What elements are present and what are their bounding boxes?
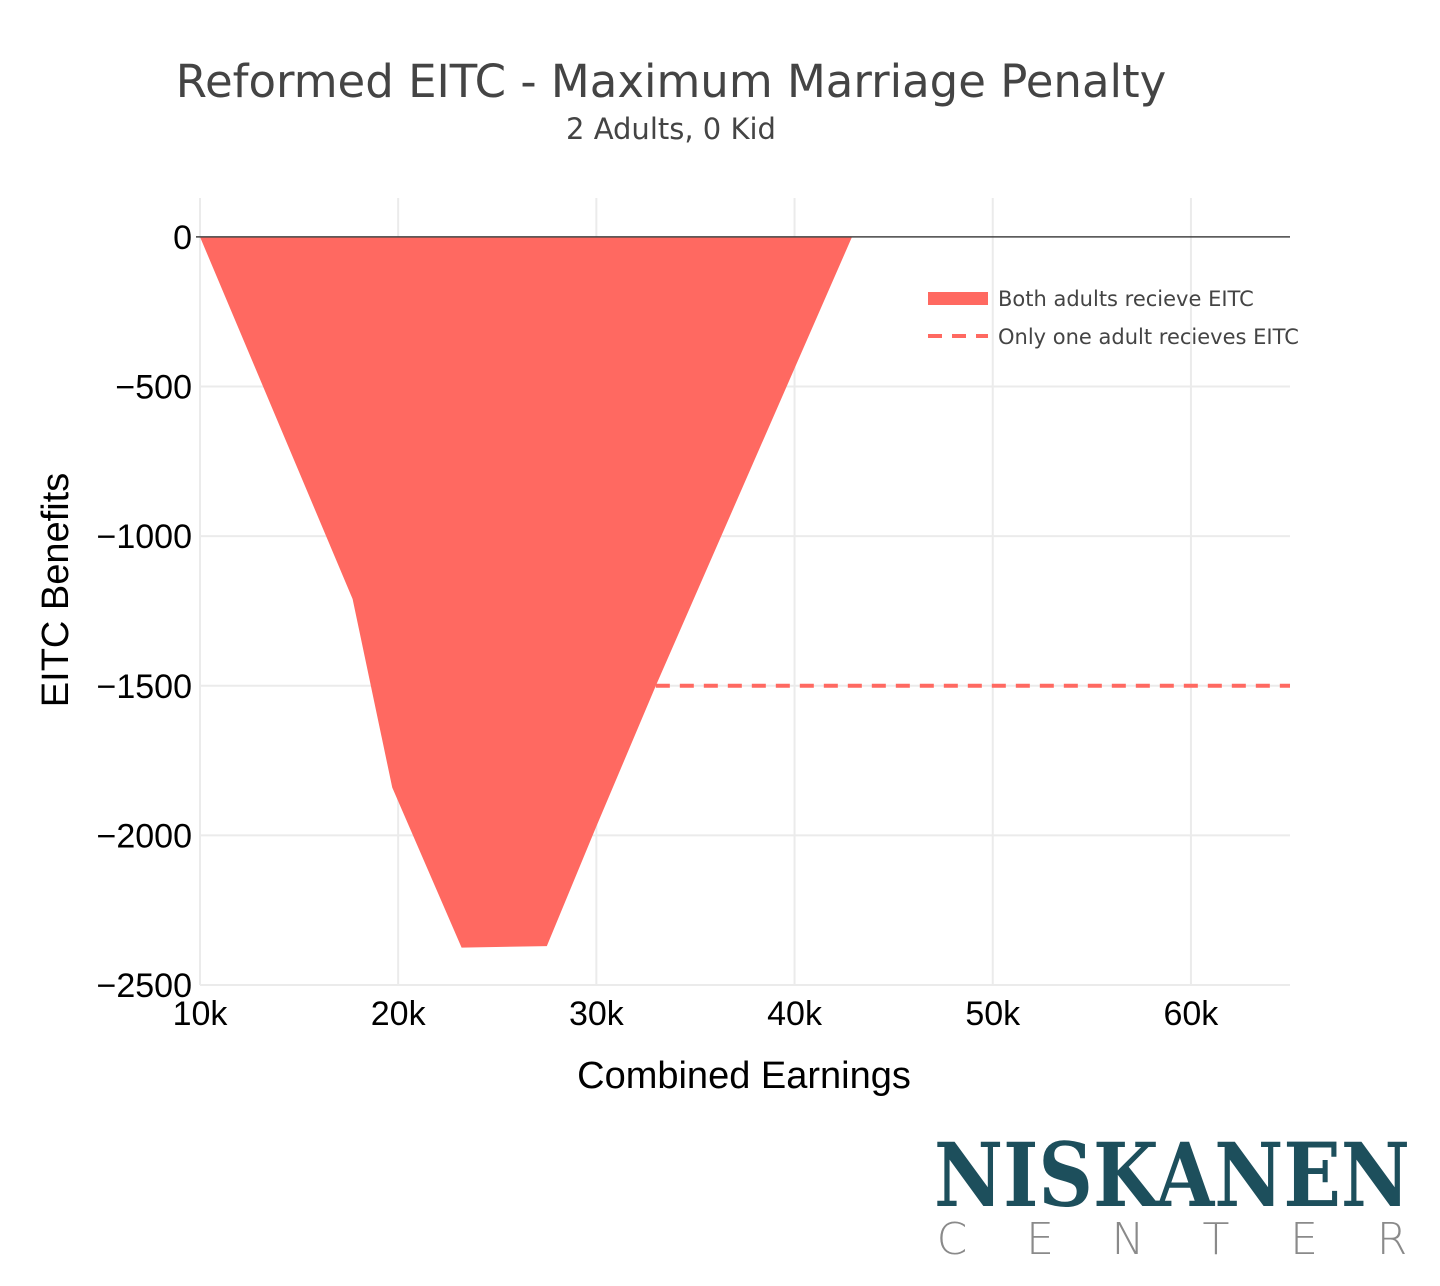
legend-label-area: Both adults recieve EITC bbox=[998, 287, 1254, 311]
logo-sub-letter: E bbox=[1026, 1214, 1054, 1265]
x-tick-label: 30k bbox=[569, 995, 625, 1033]
legend-label-dashed: Only one adult recieves EITC bbox=[998, 325, 1299, 349]
legend-swatch-area bbox=[928, 292, 988, 305]
y-tick-label: −2500 bbox=[97, 967, 193, 1005]
logo-wordmark: NISKANEN bbox=[934, 1123, 1410, 1227]
logo-sub-letter: R bbox=[1377, 1214, 1408, 1265]
niskanen-logo: NISKANEN C E N T E R bbox=[934, 1123, 1410, 1265]
chart-subtitle: 2 Adults, 0 Kid bbox=[566, 112, 776, 146]
x-tick-label: 40k bbox=[767, 995, 823, 1033]
y-tick-label: 0 bbox=[173, 219, 192, 257]
y-tick-label: −2000 bbox=[97, 817, 193, 855]
x-tick-label: 50k bbox=[965, 995, 1021, 1033]
x-tick-label: 20k bbox=[371, 995, 427, 1033]
legend: Both adults recieve EITC Only one adult … bbox=[928, 287, 1299, 349]
logo-sub-letter: C bbox=[937, 1214, 968, 1265]
logo-sub-letter: E bbox=[1290, 1214, 1318, 1265]
chart-title: Reformed EITC - Maximum Marriage Penalty bbox=[176, 55, 1167, 108]
y-tick-labels: 0 −500 −1000 −1500 −2000 −2500 bbox=[97, 219, 193, 1005]
y-tick-label: −1500 bbox=[97, 668, 193, 706]
logo-sub-letter: T bbox=[1203, 1214, 1230, 1265]
x-tick-label: 60k bbox=[1163, 995, 1219, 1033]
y-tick-label: −1000 bbox=[97, 518, 193, 556]
x-tick-label: 10k bbox=[173, 995, 229, 1033]
x-tick-labels: 10k 20k 30k 40k 50k 60k bbox=[173, 995, 1220, 1033]
y-axis-title: EITC Benefits bbox=[35, 473, 77, 707]
series-area-group bbox=[200, 236, 853, 948]
y-tick-label: −500 bbox=[115, 369, 192, 407]
area-both-adults bbox=[200, 236, 853, 948]
x-axis-title: Combined Earnings bbox=[577, 1055, 911, 1097]
logo-sub-letter: N bbox=[1112, 1214, 1145, 1265]
